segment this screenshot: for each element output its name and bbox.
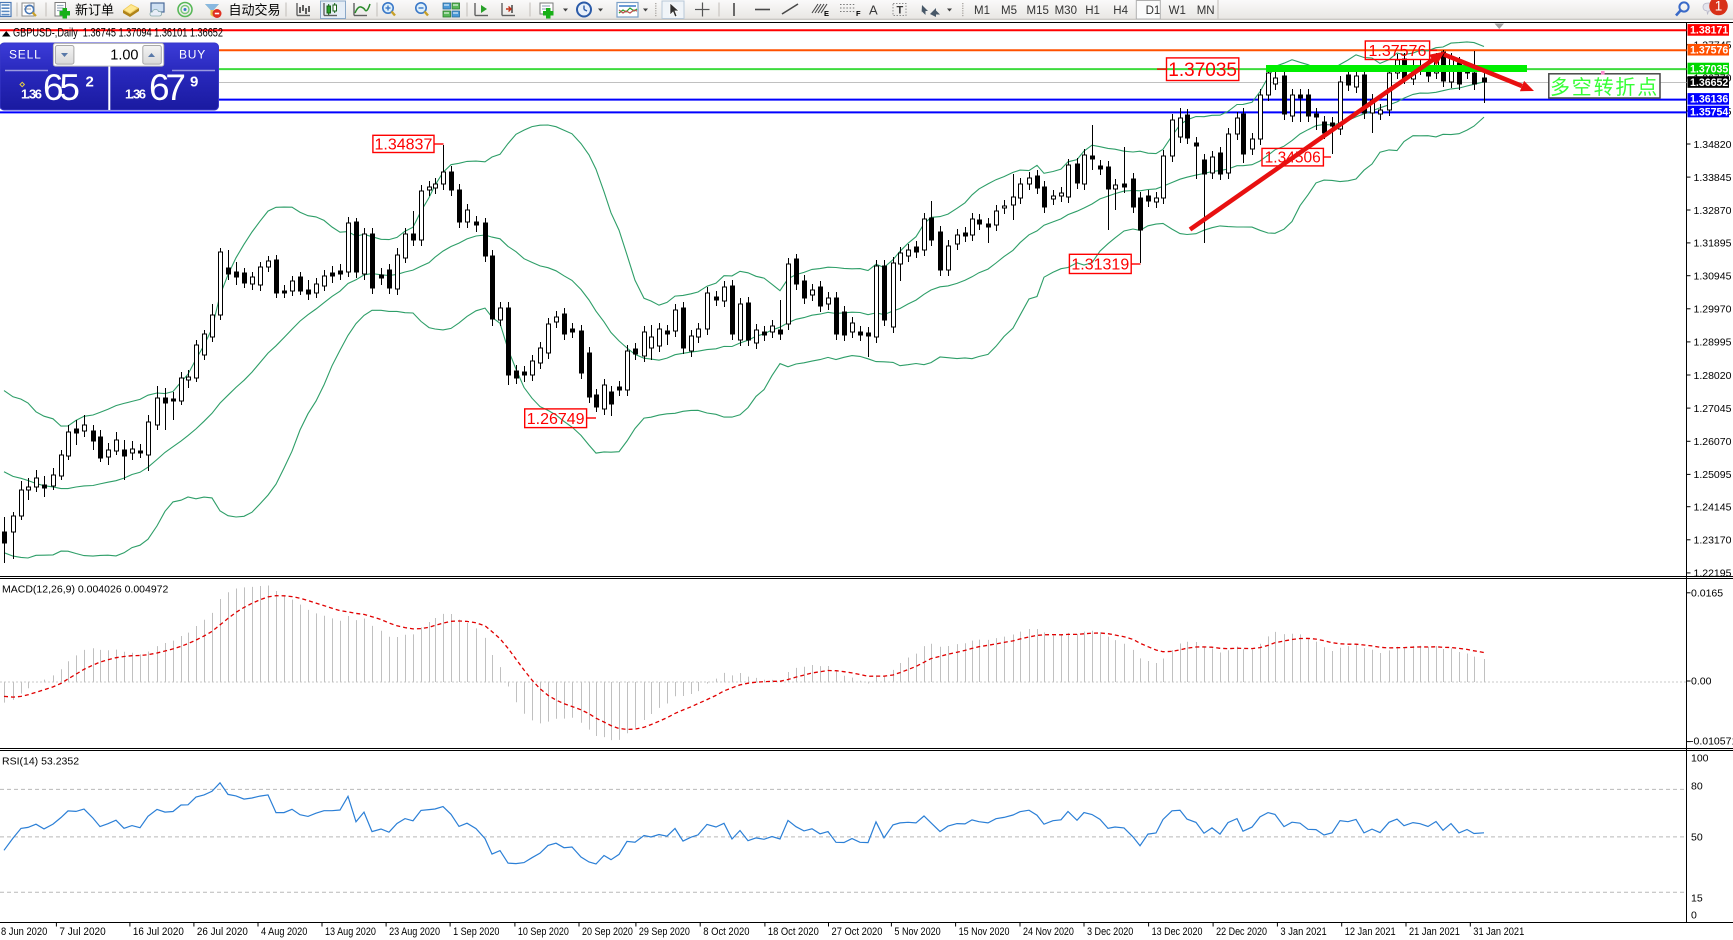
svg-text:0.00: 0.00 [1691,676,1712,688]
svg-text:W1: W1 [1169,5,1186,17]
svg-text:26 Jul 2020: 26 Jul 2020 [197,926,248,938]
svg-text:1.34820: 1.34820 [1694,139,1732,151]
svg-text:3 Jan 2021: 3 Jan 2021 [1280,926,1326,938]
svg-text:T: T [897,5,904,17]
svg-text:12 Jan 2021: 12 Jan 2021 [1345,926,1396,938]
svg-text:1.27045: 1.27045 [1694,403,1732,415]
svg-text:1.28020: 1.28020 [1694,370,1732,382]
svg-text:F: F [856,9,861,18]
svg-text:1.30945: 1.30945 [1694,271,1732,283]
svg-text:M5: M5 [1001,5,1017,17]
svg-text:80: 80 [1691,781,1703,793]
svg-text:65: 65 [43,67,80,108]
svg-text:5 Nov 2020: 5 Nov 2020 [894,926,940,938]
svg-text:A: A [869,3,878,18]
svg-text:1.00: 1.00 [110,48,138,64]
svg-text:1: 1 [1715,0,1723,14]
svg-text:1.35754: 1.35754 [1690,106,1728,118]
svg-text:1.26070: 1.26070 [1694,436,1732,448]
svg-text:16 Jul 2020: 16 Jul 2020 [133,926,184,938]
svg-text:8 Jun 2020: 8 Jun 2020 [1,926,47,938]
svg-text:15 Nov 2020: 15 Nov 2020 [959,926,1010,938]
svg-text:MN: MN [1197,5,1215,17]
svg-text:1.34837: 1.34837 [375,137,433,154]
svg-text:27 Oct 2020: 27 Oct 2020 [832,926,883,938]
svg-text:1.25095: 1.25095 [1694,469,1732,481]
svg-text:D1: D1 [1146,5,1161,17]
svg-text:20 Sep 2020: 20 Sep 2020 [582,926,633,938]
svg-text:H4: H4 [1113,5,1128,17]
svg-text:0.0165: 0.0165 [1691,588,1723,600]
svg-text:13 Dec 2020: 13 Dec 2020 [1152,926,1203,938]
svg-text:10 Sep 2020: 10 Sep 2020 [518,926,569,938]
svg-text:1.36136: 1.36136 [1690,94,1728,106]
svg-text:22 Dec 2020: 22 Dec 2020 [1216,926,1267,938]
svg-text:MACD(12,26,9) 0.004026 0.00497: MACD(12,26,9) 0.004026 0.004972 [2,584,169,596]
svg-text:21 Jan 2021: 21 Jan 2021 [1409,926,1460,938]
svg-text:1.22195: 1.22195 [1694,568,1732,580]
svg-text:29 Sep 2020: 29 Sep 2020 [639,926,690,938]
svg-text:1.38171: 1.38171 [1690,25,1728,37]
svg-text:多空转折点: 多空转折点 [1550,76,1659,99]
svg-text:1.36652: 1.36652 [1690,77,1728,89]
svg-text:SELL: SELL [9,48,42,62]
svg-text:1.23170: 1.23170 [1694,535,1732,547]
svg-text:3 Dec 2020: 3 Dec 2020 [1087,926,1133,938]
svg-text:4 Aug 2020: 4 Aug 2020 [261,926,307,938]
svg-text:1.37576: 1.37576 [1690,45,1728,57]
svg-text:-0.010571: -0.010571 [1690,736,1733,748]
svg-text:1.31895: 1.31895 [1694,238,1732,250]
svg-text:9: 9 [190,74,198,91]
svg-text:1.24145: 1.24145 [1694,502,1732,514]
svg-text:RSI(14) 53.2352: RSI(14) 53.2352 [2,756,79,768]
svg-text:M30: M30 [1055,5,1077,17]
svg-text:1.28995: 1.28995 [1694,337,1732,349]
svg-text:1.37035: 1.37035 [1168,60,1237,81]
svg-text:新订单: 新订单 [75,3,114,18]
svg-text:1.31319: 1.31319 [1071,257,1129,274]
svg-text:1.36: 1.36 [125,87,146,102]
svg-text:1.37576: 1.37576 [1369,43,1427,60]
svg-text:2: 2 [86,74,94,91]
svg-text:7 Jul 2020: 7 Jul 2020 [59,926,105,938]
svg-text:1.26749: 1.26749 [527,411,585,428]
svg-text:13 Aug 2020: 13 Aug 2020 [325,926,376,938]
svg-text:M1: M1 [974,5,990,17]
svg-text:M15: M15 [1027,5,1049,17]
svg-text:H1: H1 [1085,5,1100,17]
svg-text:1 Sep 2020: 1 Sep 2020 [453,926,499,938]
svg-text:1.37035: 1.37035 [1690,63,1728,75]
svg-text:BUY: BUY [179,48,206,62]
svg-text:67: 67 [149,67,186,108]
svg-text:8 Oct 2020: 8 Oct 2020 [703,926,749,938]
svg-text:18 Oct 2020: 18 Oct 2020 [768,926,819,938]
svg-text:1.32870: 1.32870 [1694,205,1732,217]
svg-text:15: 15 [1691,893,1703,905]
svg-text:1.29970: 1.29970 [1694,304,1732,316]
svg-text:1.33845: 1.33845 [1694,172,1732,184]
svg-text:100: 100 [1691,753,1709,765]
svg-text:1.36: 1.36 [21,87,42,102]
svg-text:31 Jan 2021: 31 Jan 2021 [1473,926,1524,938]
svg-text:50: 50 [1691,832,1703,844]
svg-text:0: 0 [1691,910,1697,922]
svg-text:GBPUSD-,Daily 1.36745 1.37094: GBPUSD-,Daily 1.36745 1.37094 1.36101 1.… [13,28,223,40]
svg-text:自动交易: 自动交易 [229,3,281,18]
svg-text:E: E [824,9,829,18]
svg-text:24 Nov 2020: 24 Nov 2020 [1023,926,1074,938]
svg-text:23 Aug 2020: 23 Aug 2020 [389,926,440,938]
